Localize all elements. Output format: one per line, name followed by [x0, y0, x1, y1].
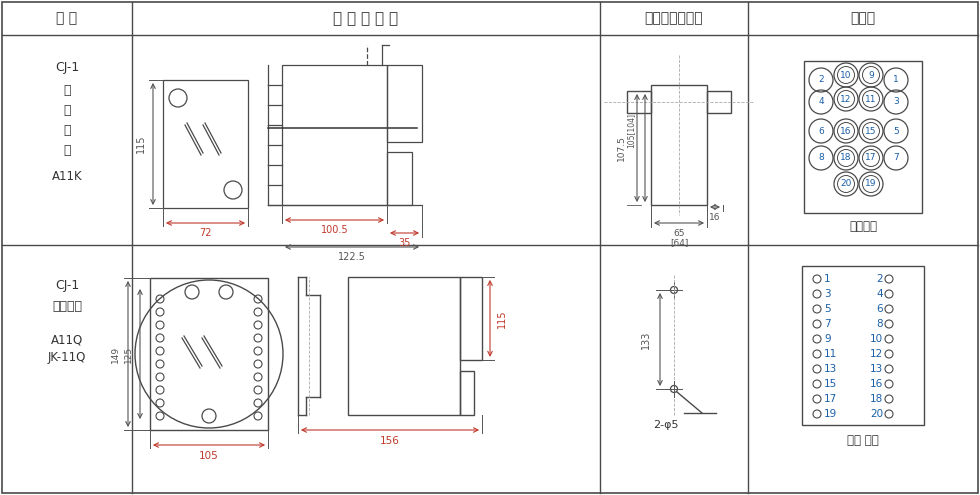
Text: 20: 20 — [840, 180, 852, 189]
Text: 5: 5 — [824, 304, 831, 314]
Text: 6: 6 — [818, 127, 824, 136]
Text: 105[104]: 105[104] — [626, 112, 635, 148]
Text: 8: 8 — [818, 153, 824, 162]
Text: 9: 9 — [868, 70, 874, 80]
Text: 19: 19 — [865, 180, 877, 189]
Text: 125: 125 — [123, 346, 132, 362]
Text: （背视）: （背视） — [849, 220, 877, 234]
Bar — [348, 277, 460, 415]
Bar — [651, 85, 707, 205]
Text: 接: 接 — [64, 123, 71, 137]
Text: 13: 13 — [870, 364, 883, 374]
Bar — [163, 80, 248, 208]
Text: （前 视）: （前 视） — [847, 434, 879, 447]
Text: 3: 3 — [824, 289, 831, 299]
Text: 105: 105 — [199, 451, 219, 461]
Bar — [802, 265, 924, 425]
Text: 115: 115 — [497, 309, 507, 328]
Text: 7: 7 — [824, 319, 831, 329]
Text: 17: 17 — [865, 153, 877, 162]
Text: 4: 4 — [818, 98, 824, 106]
Text: 1: 1 — [893, 76, 899, 85]
Text: 9: 9 — [824, 334, 831, 344]
Text: 156: 156 — [380, 436, 400, 446]
Text: 6: 6 — [876, 304, 883, 314]
Text: 2: 2 — [876, 274, 883, 284]
Text: 12: 12 — [870, 349, 883, 359]
Text: 115: 115 — [136, 135, 146, 153]
Text: 2: 2 — [818, 76, 824, 85]
Text: 3: 3 — [893, 98, 899, 106]
Bar — [282, 65, 387, 205]
Text: CJ-1: CJ-1 — [55, 279, 79, 292]
Bar — [707, 91, 731, 113]
Text: 1: 1 — [824, 274, 831, 284]
Text: 18: 18 — [870, 394, 883, 404]
Bar — [387, 152, 412, 205]
Text: 后: 后 — [64, 103, 71, 116]
Text: 149: 149 — [111, 346, 120, 362]
Text: 板: 板 — [64, 84, 71, 97]
Text: 35: 35 — [398, 238, 411, 248]
Text: 端子图: 端子图 — [851, 11, 875, 26]
Text: 133: 133 — [641, 331, 651, 349]
Text: 18: 18 — [840, 153, 852, 162]
Text: [64]: [64] — [669, 239, 688, 248]
Text: 5: 5 — [893, 127, 899, 136]
Text: 16: 16 — [840, 127, 852, 136]
Text: 16: 16 — [870, 379, 883, 389]
Text: 65: 65 — [673, 229, 685, 238]
Text: 8: 8 — [876, 319, 883, 329]
Bar — [387, 65, 422, 142]
Text: 板前接线: 板前接线 — [52, 300, 82, 313]
Bar — [150, 278, 268, 430]
Text: 10: 10 — [840, 70, 852, 80]
Text: 107.5: 107.5 — [616, 135, 625, 161]
Text: A11K: A11K — [52, 170, 82, 184]
Text: 13: 13 — [824, 364, 837, 374]
Text: 11: 11 — [865, 95, 877, 103]
Text: 安装开孔尺寸图: 安装开孔尺寸图 — [645, 11, 704, 26]
Text: 19: 19 — [824, 409, 837, 419]
Text: 72: 72 — [199, 228, 212, 238]
Bar — [460, 371, 474, 415]
Text: 122.5: 122.5 — [338, 252, 366, 262]
Bar — [627, 91, 651, 113]
Text: 2-φ5: 2-φ5 — [654, 420, 679, 430]
Bar — [804, 61, 922, 213]
Text: 17: 17 — [824, 394, 837, 404]
Text: A11Q: A11Q — [51, 334, 83, 346]
Bar — [460, 277, 482, 360]
Text: 20: 20 — [870, 409, 883, 419]
Text: 15: 15 — [865, 127, 877, 136]
Text: 结 构: 结 构 — [57, 11, 77, 26]
Text: 外 形 尺 寸 图: 外 形 尺 寸 图 — [333, 11, 399, 26]
Text: 4: 4 — [876, 289, 883, 299]
Text: 15: 15 — [824, 379, 837, 389]
Text: 11: 11 — [824, 349, 837, 359]
Text: 7: 7 — [893, 153, 899, 162]
Text: 12: 12 — [840, 95, 852, 103]
Text: 16: 16 — [710, 212, 720, 221]
Text: 线: 线 — [64, 144, 71, 156]
Text: 100.5: 100.5 — [320, 225, 348, 235]
Text: JK-11Q: JK-11Q — [48, 351, 86, 364]
Text: 10: 10 — [870, 334, 883, 344]
Text: CJ-1: CJ-1 — [55, 60, 79, 73]
